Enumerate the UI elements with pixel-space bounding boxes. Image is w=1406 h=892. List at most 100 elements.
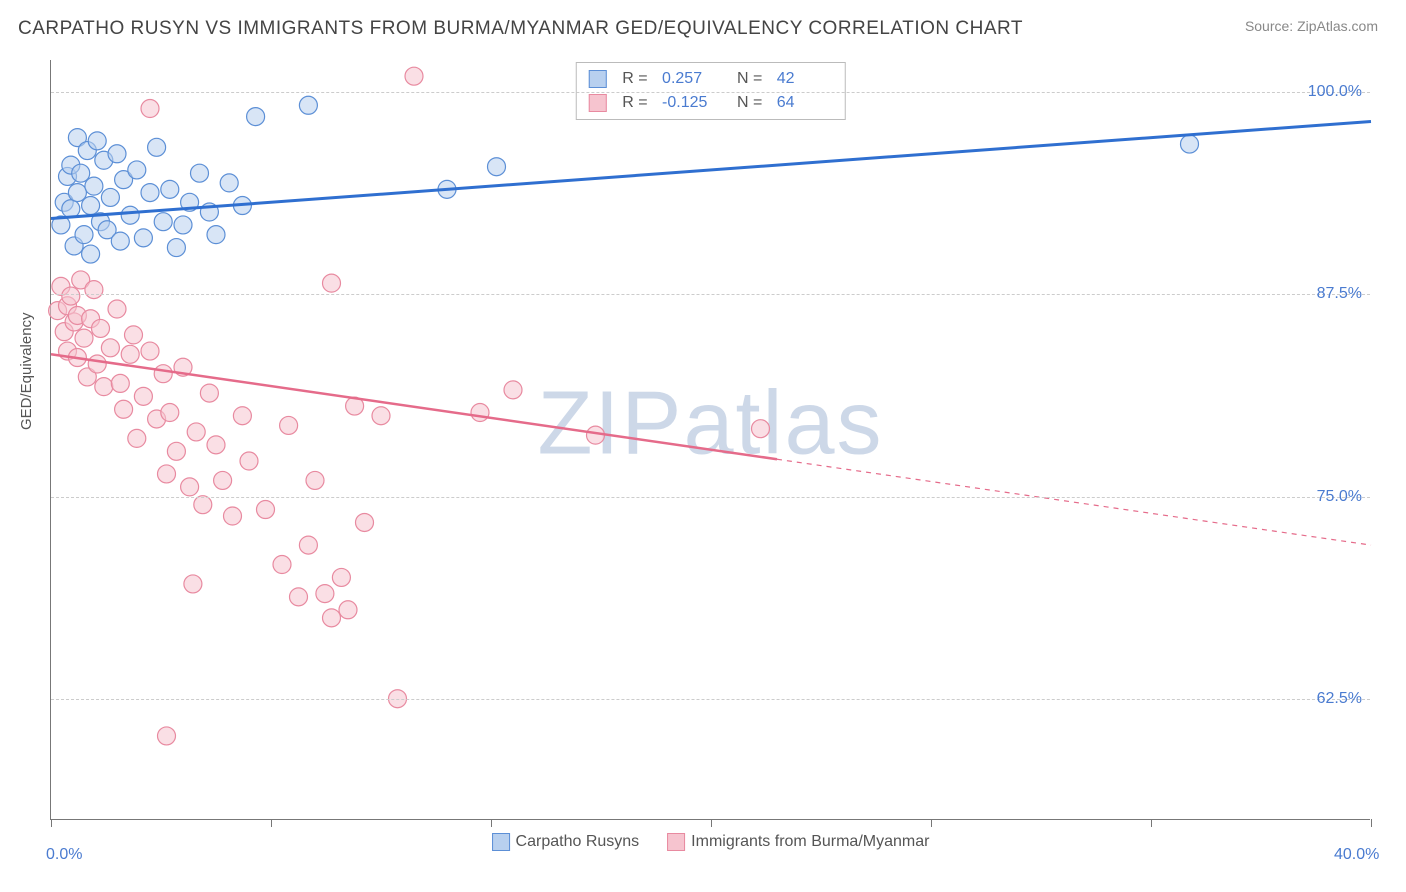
legend-label: Carpatho Rusyns (516, 833, 640, 850)
scatter-point-burma (504, 381, 522, 399)
scatter-point-burma (134, 387, 152, 405)
y-tick-label: 87.5% (1317, 285, 1362, 303)
scatter-point-carpatho (88, 132, 106, 150)
scatter-point-carpatho (111, 232, 129, 250)
scatter-point-carpatho (191, 164, 209, 182)
scatter-point-carpatho (141, 184, 159, 202)
scatter-point-carpatho (174, 216, 192, 234)
scatter-point-carpatho (128, 161, 146, 179)
legend-bottom: Carpatho Rusyns Immigrants from Burma/Mya… (492, 833, 930, 851)
scatter-point-carpatho (75, 226, 93, 244)
scatter-point-carpatho (1181, 135, 1199, 153)
scatter-point-burma (471, 404, 489, 422)
scatter-point-burma (92, 319, 110, 337)
scatter-point-carpatho (154, 213, 172, 231)
x-tick (931, 819, 932, 827)
scatter-point-burma (85, 281, 103, 299)
scatter-point-burma (115, 400, 133, 418)
scatter-point-carpatho (148, 138, 166, 156)
scatter-point-burma (316, 585, 334, 603)
scatter-point-burma (273, 556, 291, 574)
stats-n-label: N = (728, 67, 767, 91)
legend-item: Immigrants from Burma/Myanmar (667, 833, 929, 851)
scatter-point-burma (101, 339, 119, 357)
scatter-point-burma (240, 452, 258, 470)
legend-label: Immigrants from Burma/Myanmar (691, 833, 929, 850)
scatter-point-burma (356, 513, 374, 531)
stats-n-value: 42 (777, 67, 833, 91)
y-tick-label: 100.0% (1308, 83, 1362, 101)
scatter-point-burma (121, 345, 139, 363)
scatter-point-burma (158, 465, 176, 483)
scatter-point-burma (200, 384, 218, 402)
scatter-point-burma (323, 274, 341, 292)
x-tick (1371, 819, 1372, 827)
scatter-point-burma (752, 420, 770, 438)
stats-n-value: 64 (777, 91, 833, 115)
scatter-point-burma (108, 300, 126, 318)
scatter-point-burma (257, 501, 275, 519)
x-tick (711, 819, 712, 827)
scatter-point-burma (194, 496, 212, 514)
plot-area: ZIPatlas R = 0.257 N = 42R = -0.125 N = … (50, 60, 1370, 820)
scatter-point-burma (233, 407, 251, 425)
scatter-point-burma (141, 100, 159, 118)
scatter-point-burma (75, 329, 93, 347)
scatter-point-carpatho (167, 239, 185, 257)
x-max-label: 40.0% (1334, 846, 1379, 864)
scatter-point-burma (187, 423, 205, 441)
chart-header: CARPATHO RUSYN VS IMMIGRANTS FROM BURMA/… (0, 0, 1406, 40)
stats-row: R = -0.125 N = 64 (588, 91, 832, 115)
scatter-point-carpatho (247, 108, 265, 126)
scatter-point-carpatho (207, 226, 225, 244)
legend-item: Carpatho Rusyns (492, 833, 640, 851)
scatter-point-burma (214, 471, 232, 489)
stats-r-label: R = (622, 67, 652, 91)
stats-r-label: R = (622, 91, 652, 115)
scatter-point-burma (141, 342, 159, 360)
trendline-dashed-burma (777, 459, 1371, 545)
x-tick (51, 819, 52, 827)
scatter-point-burma (161, 404, 179, 422)
legend-swatch (667, 833, 685, 851)
y-tick-label: 75.0% (1317, 488, 1362, 506)
scatter-point-carpatho (108, 145, 126, 163)
stats-n-label: N = (728, 91, 767, 115)
scatter-point-burma (128, 429, 146, 447)
x-min-label: 0.0% (46, 846, 82, 864)
scatter-point-carpatho (82, 245, 100, 263)
gridline-h (51, 294, 1370, 295)
scatter-point-carpatho (121, 206, 139, 224)
scatter-point-burma (184, 575, 202, 593)
scatter-point-burma (88, 355, 106, 373)
scatter-point-carpatho (220, 174, 238, 192)
y-axis-title: GED/Equivalency (18, 312, 35, 430)
legend-swatch (492, 833, 510, 851)
scatter-point-carpatho (82, 197, 100, 215)
gridline-h (51, 497, 1370, 498)
stats-row: R = 0.257 N = 42 (588, 67, 832, 91)
scatter-point-burma (95, 378, 113, 396)
trendline-burma (51, 354, 777, 459)
scatter-point-burma (207, 436, 225, 454)
scatter-point-carpatho (134, 229, 152, 247)
y-tick-label: 62.5% (1317, 690, 1362, 708)
scatter-point-burma (405, 67, 423, 85)
x-tick (1151, 819, 1152, 827)
scatter-point-burma (332, 568, 350, 586)
scatter-point-burma (167, 442, 185, 460)
x-tick (491, 819, 492, 827)
gridline-h (51, 699, 1370, 700)
x-tick (271, 819, 272, 827)
scatter-point-burma (372, 407, 390, 425)
scatter-point-burma (224, 507, 242, 525)
scatter-point-burma (158, 727, 176, 745)
trendline-carpatho (51, 121, 1371, 218)
scatter-point-carpatho (488, 158, 506, 176)
scatter-point-carpatho (161, 180, 179, 198)
scatter-point-burma (290, 588, 308, 606)
scatter-point-carpatho (299, 96, 317, 114)
stats-r-value: -0.125 (662, 91, 718, 115)
scatter-point-burma (323, 609, 341, 627)
scatter-point-burma (306, 471, 324, 489)
